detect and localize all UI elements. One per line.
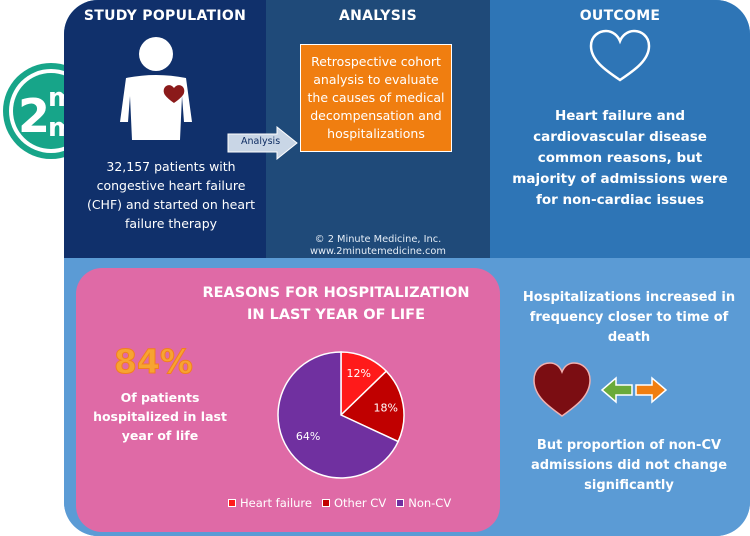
hospitalization-panel: REASONS FOR HOSPITALIZATION IN LAST YEAR… xyxy=(76,268,500,532)
website-text: www.2minutemedicine.com xyxy=(310,246,446,257)
hospitalization-title-line1: REASONS FOR HOSPITALIZATION xyxy=(202,285,470,301)
heart-arrows-graphic xyxy=(533,362,668,417)
outcome-text: Heart failure and cardiovascular disease… xyxy=(512,108,728,208)
infographic-card: STUDY POPULATION 32,157 patients with co… xyxy=(64,0,750,536)
legend-item: Other CV xyxy=(322,496,386,510)
heart-filled-icon xyxy=(533,362,591,417)
slice-other-cv xyxy=(339,370,405,443)
study-population-title: STUDY POPULATION xyxy=(83,8,247,24)
legend-item: Heart failure xyxy=(228,496,312,510)
label-other-cv: 18% xyxy=(374,401,398,414)
slice-non-cv xyxy=(277,351,400,479)
label-non-cv: 64% xyxy=(296,430,320,443)
copyright-block: © 2 Minute Medicine, Inc. www.2minutemed… xyxy=(266,234,490,258)
pie-legend: Heart failure Other CV Non-CV xyxy=(228,496,451,510)
patient-icon xyxy=(120,37,192,140)
study-population-panel: STUDY POPULATION 32,157 patients with co… xyxy=(64,0,266,258)
legend-label: Other CV xyxy=(334,496,387,510)
analysis-arrow: Analysis xyxy=(227,125,299,161)
outcome-title: OUTCOME xyxy=(579,8,661,24)
logo-digit: 2 xyxy=(18,89,50,143)
hospitalization-title-line2: IN LAST YEAR OF LIFE xyxy=(247,307,425,323)
legend-swatch xyxy=(396,499,405,507)
patient-heart-icon xyxy=(163,85,185,103)
heart-outline-icon xyxy=(589,29,651,82)
legend-swatch xyxy=(322,499,330,507)
outcome-panel: OUTCOME Heart failure and cardiovascular… xyxy=(490,0,750,258)
right-arrow-orange-icon xyxy=(635,376,668,404)
pie-chart: 12% 18% 64% xyxy=(277,351,405,479)
percent-description: Of patients hospitalized in last year of… xyxy=(93,390,227,443)
analysis-arrow-label: Analysis xyxy=(241,136,281,147)
bottom-section: REASONS FOR HOSPITALIZATION IN LAST YEAR… xyxy=(64,258,750,536)
analysis-method-box: Retrospective cohort analysis to evaluat… xyxy=(300,44,452,152)
legend-item: Non-CV xyxy=(396,496,451,510)
left-arrow-icon xyxy=(600,376,633,404)
right-arrow-icon xyxy=(227,125,298,161)
legend-label: Heart failure xyxy=(240,496,312,510)
legend-label: Non-CV xyxy=(408,496,452,510)
hospitalization-title: REASONS FOR HOSPITALIZATION IN LAST YEAR… xyxy=(186,282,486,326)
frequency-text: Hospitalizations increased in frequency … xyxy=(522,290,736,345)
analysis-panel: ANALYSIS Retrospective cohort analysis t… xyxy=(266,0,490,258)
label-heart-failure: 12% xyxy=(346,367,370,380)
legend-swatch xyxy=(228,499,236,507)
copyright-text: © 2 Minute Medicine, Inc. xyxy=(314,234,442,245)
study-population-text: 32,157 patients with congestive heart fa… xyxy=(86,159,256,231)
proportion-text: But proportion of non-CV admissions did … xyxy=(530,438,728,493)
big-percent: 84% xyxy=(114,342,194,382)
analysis-title: ANALYSIS xyxy=(338,8,418,24)
